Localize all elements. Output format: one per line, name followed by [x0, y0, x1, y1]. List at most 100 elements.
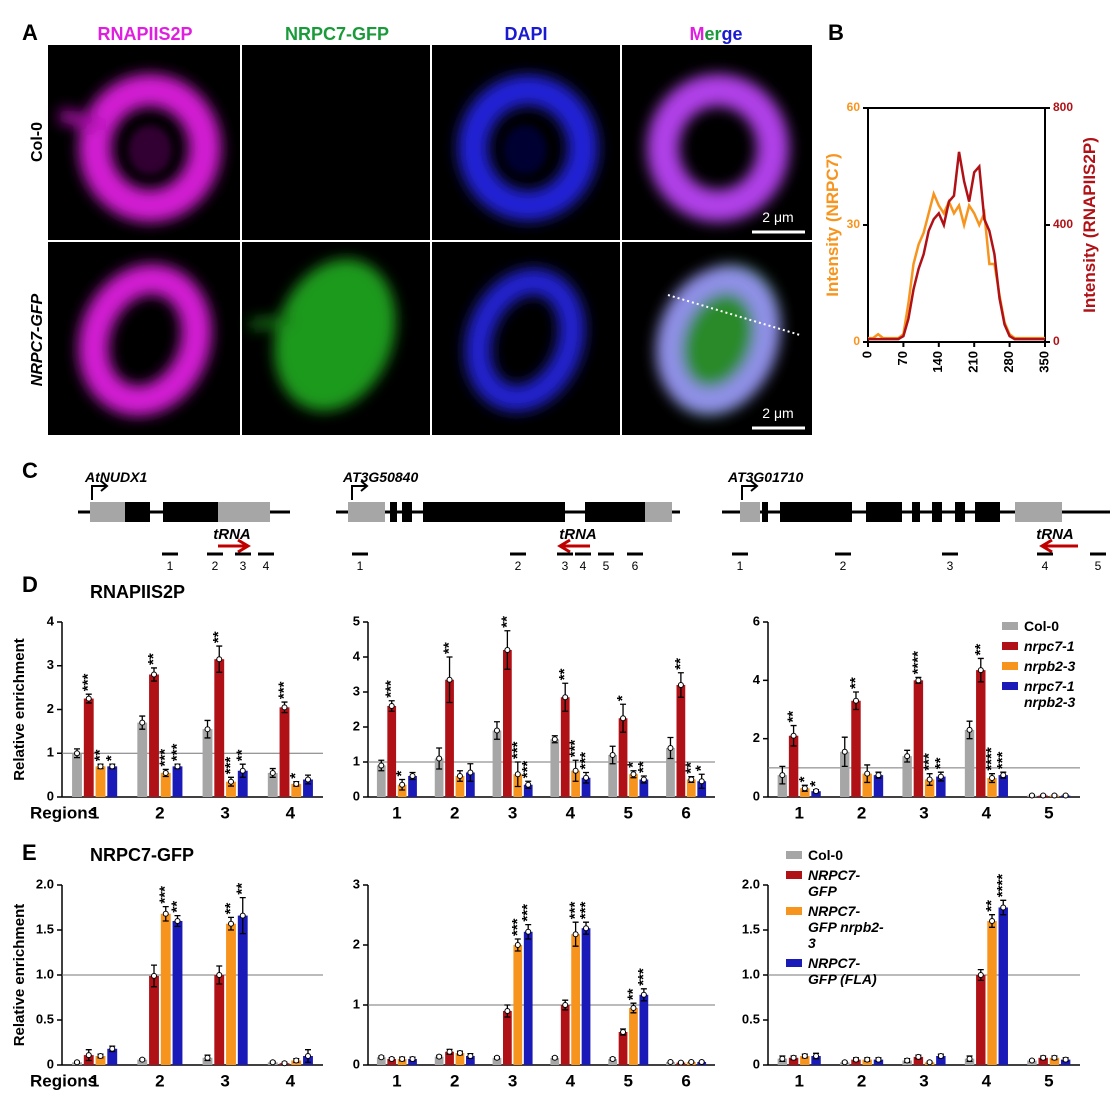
bar — [149, 975, 159, 1065]
replicate-dot — [514, 942, 521, 948]
x-tick-label: 1 — [794, 1071, 803, 1090]
replicate-dot — [966, 1055, 973, 1062]
replicate-dot — [1000, 772, 1007, 779]
bar — [455, 1053, 465, 1065]
significance: ** — [210, 631, 227, 643]
scale-bar-label: 2 μm — [762, 209, 793, 225]
significance: *** — [567, 902, 584, 920]
replicate-dot — [467, 769, 474, 776]
significance: ** — [556, 668, 573, 680]
y-tick-label: 0 — [353, 788, 360, 803]
significance: * — [807, 781, 824, 787]
y-axis-label: Intensity (NRPC7) — [823, 153, 842, 297]
x-tick-label: 1 — [392, 803, 401, 822]
significance: *** — [509, 741, 526, 759]
bar — [434, 1056, 444, 1065]
replicate-dot — [813, 1053, 820, 1059]
x-tick-label: 4 — [286, 803, 296, 822]
bar — [1049, 1057, 1060, 1065]
replicate-dot — [779, 1055, 786, 1062]
bar — [214, 659, 225, 797]
x-tick-label: 5 — [1044, 1071, 1053, 1090]
replicate-dot — [915, 1053, 922, 1060]
bar — [214, 975, 225, 1065]
replicate-dot — [269, 1059, 276, 1066]
bar — [149, 674, 159, 797]
replicate-dot — [174, 763, 181, 770]
y2-axis-label: Intensity (RNAPIIS2P) — [1080, 137, 1099, 313]
y-tick-label: 1.5 — [742, 921, 760, 936]
region-label: 5 — [1095, 559, 1102, 573]
replicate-dot — [904, 753, 911, 760]
replicate-dot — [915, 677, 922, 684]
replicate-dot — [85, 695, 92, 702]
trna-label: tRNA — [1036, 526, 1074, 543]
y-tick-label: 1.0 — [36, 966, 54, 981]
significance: ** — [624, 988, 641, 1000]
replicate-dot — [456, 773, 463, 779]
y-tick-label: 2.0 — [742, 876, 760, 891]
replicate-dot — [852, 697, 859, 704]
bar — [873, 775, 884, 797]
merge-part: ge — [722, 24, 743, 44]
x-tick-label: 4 — [982, 1071, 992, 1090]
x-tick-label: 3 — [919, 803, 928, 822]
bar — [172, 766, 183, 797]
replicate-dot — [852, 1056, 859, 1063]
replicate-dot — [875, 1056, 882, 1063]
bar — [291, 783, 302, 797]
replicate-dot — [1000, 904, 1007, 911]
panel-label: B — [828, 20, 844, 45]
legend-label: nrpb2-3 — [1024, 658, 1076, 674]
region-label: 1 — [357, 559, 364, 573]
replicate-dot — [630, 1005, 637, 1011]
replicate-dot — [688, 1059, 695, 1065]
region-label: 2 — [212, 559, 219, 573]
bar — [777, 775, 788, 797]
replicate-dot — [790, 732, 797, 739]
y-tick-label: 0 — [47, 1056, 54, 1071]
x-tick-label: 0 — [859, 351, 874, 358]
x-tick-label: 6 — [681, 803, 690, 822]
x-tick-label: 2 — [450, 803, 459, 822]
replicate-dot — [562, 1002, 569, 1008]
x-tick-label: 3 — [508, 1071, 517, 1090]
x-tick-label: 350 — [1036, 351, 1051, 373]
legend-swatch — [786, 959, 802, 967]
panel-label: A — [22, 20, 38, 45]
chart-title: NRPC7-GFP — [90, 845, 194, 865]
x-tick-label: 5 — [624, 1071, 633, 1090]
bar — [160, 913, 171, 1065]
bar — [160, 772, 171, 797]
bar — [107, 1048, 118, 1065]
column-header: NRPC7-GFP — [285, 24, 389, 44]
bar — [445, 1051, 454, 1065]
replicate-dot — [525, 781, 532, 788]
y-tick-label: 6 — [753, 613, 760, 628]
bar — [376, 765, 386, 797]
replicate-dot — [269, 769, 276, 776]
bar — [902, 756, 912, 797]
significance: ** — [168, 901, 185, 913]
significance: *** — [519, 904, 536, 922]
replicate-dot — [227, 778, 234, 785]
x-tick-label: 4 — [566, 1071, 576, 1090]
replicate-dot — [640, 776, 647, 783]
replicate-dot — [436, 755, 443, 762]
bar — [924, 779, 935, 797]
x-tick-label: 140 — [930, 351, 945, 373]
x-axis-label: Regions — [30, 1071, 97, 1090]
y-tick-label: 60 — [847, 100, 861, 114]
bar — [788, 1057, 799, 1065]
bar — [811, 1056, 821, 1065]
bar — [581, 928, 591, 1065]
significance: ** — [234, 749, 251, 761]
y-tick-label: 2 — [353, 718, 360, 733]
x-tick-label: 2 — [155, 803, 164, 822]
significance: *** — [275, 681, 292, 699]
legend-swatch — [1002, 682, 1018, 690]
replicate-dot — [926, 1059, 933, 1066]
bar — [862, 773, 872, 797]
replicate-dot — [841, 1059, 848, 1066]
significance: ** — [234, 883, 251, 895]
